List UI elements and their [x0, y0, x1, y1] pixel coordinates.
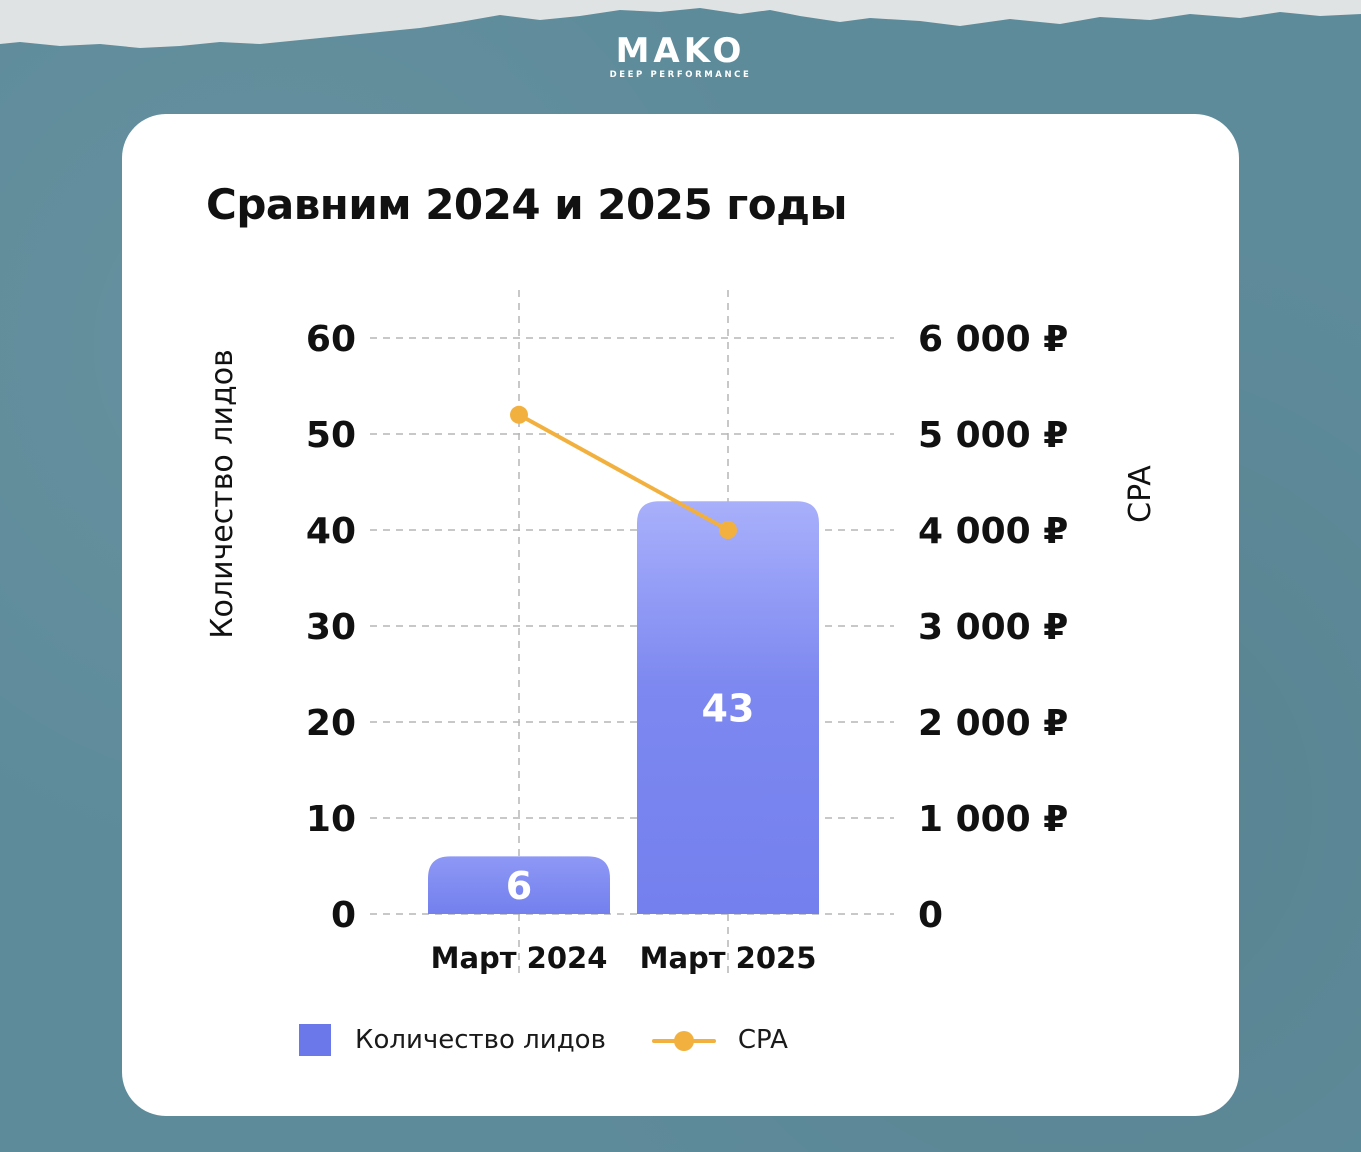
y-tick-label: 0 — [331, 895, 356, 936]
category-label: Март 2025 — [640, 941, 817, 975]
right-axis-ticks: 0 1 000 ₽ 2 000 ₽ 3 000 ₽ 4 000 ₽ 5 000 ₽ 6 00… — [918, 319, 1068, 936]
legend-label-cpa: CPA — [737, 1025, 788, 1055]
left-axis-ticks: 0 10 20 30 40 50 60 — [306, 319, 356, 936]
brand-logo: MAKO DEEP PERFORMANCE — [0, 34, 1361, 80]
chart-card: Сравним 2024 и 2025 годы 6 43 0 10 20 30 40 50… — [122, 114, 1239, 1116]
bars: 6 43 — [428, 501, 819, 914]
bar-data-label: 43 — [702, 687, 755, 731]
combo-chart: 6 43 0 10 20 30 40 50 60 0 1 000 ₽ 2 000 ₽ 3 000 ₽… — [205, 290, 1158, 975]
y-tick-label: 10 — [306, 799, 356, 840]
cpa-point — [510, 405, 528, 424]
brand-tagline: DEEP PERFORMANCE — [609, 70, 752, 80]
y2-tick-label: 4 000 ₽ — [918, 511, 1068, 552]
y2-tick-label: 6 000 ₽ — [918, 319, 1068, 360]
y2-tick-label: 2 000 ₽ — [918, 703, 1068, 744]
y-tick-label: 60 — [306, 319, 356, 360]
brand-name: MAKO — [615, 31, 746, 71]
chart-legend: Количество лидов CPA — [299, 1022, 788, 1058]
torn-paper-edge — [0, 0, 1361, 48]
horizontal-gridlines — [370, 337, 894, 915]
cpa-line — [517, 412, 730, 532]
category-label: Март 2024 — [431, 941, 608, 975]
y2-tick-label: 1 000 ₽ — [918, 799, 1068, 840]
chart-title: Сравним 2024 и 2025 годы — [206, 180, 848, 229]
cpa-point — [719, 521, 737, 539]
y2-tick-label: 0 — [918, 895, 943, 936]
y2-tick-label: 3 000 ₽ — [918, 607, 1068, 648]
y-tick-label: 20 — [306, 703, 356, 744]
category-labels: Март 2024 Март 2025 — [431, 941, 817, 975]
bar-1 — [428, 856, 610, 914]
y-tick-label: 50 — [306, 415, 356, 456]
bar-2 — [637, 501, 819, 914]
y2-axis-title: CPA — [1123, 465, 1158, 523]
legend-line-swatch — [651, 1024, 716, 1056]
y-tick-label: 40 — [306, 511, 356, 552]
y2-tick-label: 5 000 ₽ — [918, 415, 1068, 456]
legend-bar-swatch — [299, 1024, 331, 1056]
bar-data-label: 6 — [506, 864, 532, 908]
cpa-line-series — [510, 405, 737, 539]
y-axis-title: Количество лидов — [205, 349, 240, 639]
y-tick-label: 30 — [306, 607, 356, 648]
legend-label-leads: Количество лидов — [355, 1025, 606, 1055]
